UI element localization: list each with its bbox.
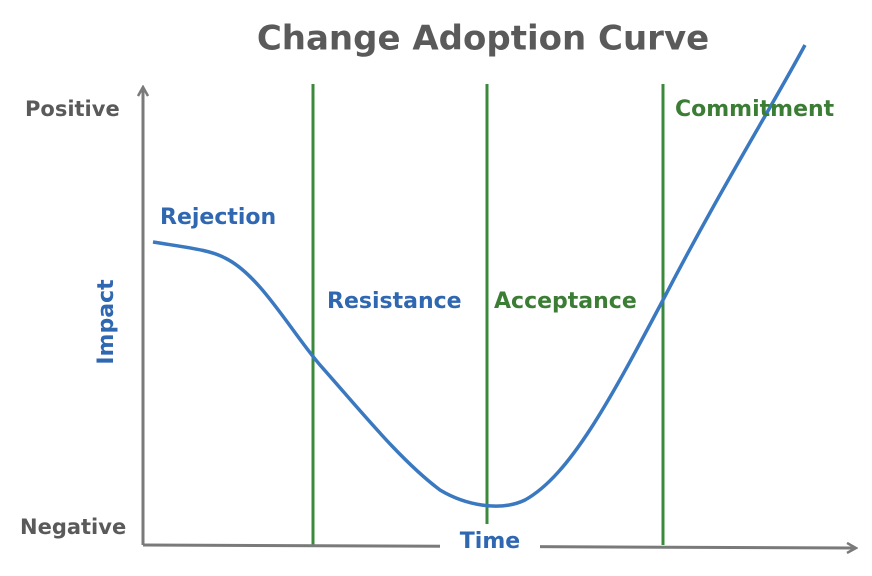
title: Change Adoption Curve <box>257 19 709 59</box>
y-bottom-label: Negative <box>20 515 126 539</box>
adoption-curve <box>152 44 807 508</box>
x-label-backdrop <box>440 524 540 560</box>
y-top-label: Positive <box>25 97 120 121</box>
stage-label: Commitment <box>675 97 835 122</box>
stage-label: Acceptance <box>494 289 637 314</box>
stage-label: Resistance <box>327 289 462 314</box>
x-axis-label: Time <box>460 529 520 554</box>
stage-label: Rejection <box>160 205 276 230</box>
y-axis-label: Impact <box>94 279 119 365</box>
